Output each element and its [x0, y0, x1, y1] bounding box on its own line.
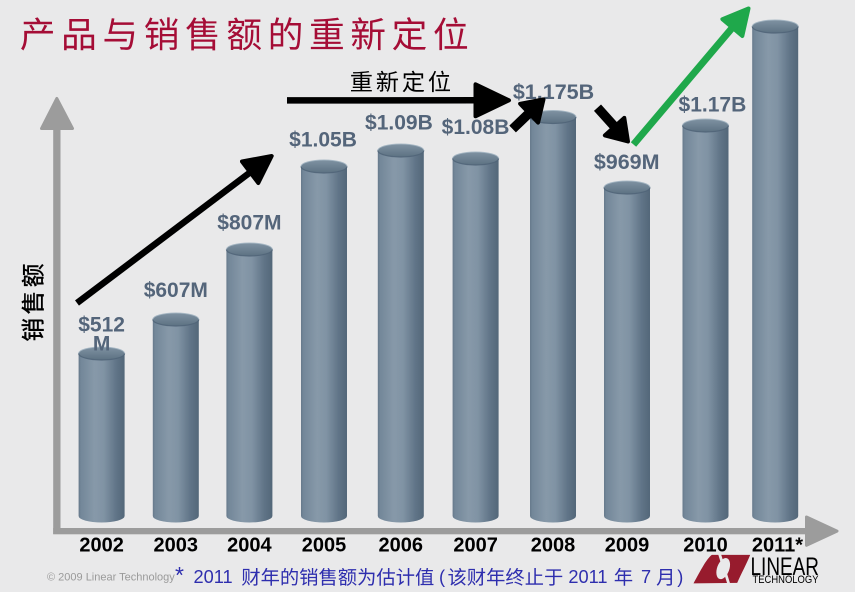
- svg-text:$1.175B: $1.175B: [513, 80, 594, 104]
- svg-text:7: 7: [641, 567, 651, 587]
- svg-text:$1.09B: $1.09B: [365, 112, 433, 135]
- svg-text:2010: 2010: [683, 535, 728, 557]
- svg-text:2011*: 2011*: [752, 535, 803, 557]
- svg-text:LINEAR: LINEAR: [751, 553, 820, 581]
- svg-text:$1.17B: $1.17B: [679, 94, 747, 117]
- svg-text:$512: $512: [78, 314, 125, 337]
- svg-text:*: *: [175, 562, 184, 588]
- svg-text:$1.05B: $1.05B: [289, 129, 357, 152]
- svg-text:2004: 2004: [227, 535, 272, 557]
- svg-text:(: (: [439, 567, 445, 587]
- svg-text:2005: 2005: [302, 535, 347, 557]
- svg-text:M: M: [93, 333, 111, 356]
- svg-text:2011: 2011: [568, 567, 607, 587]
- svg-text:): ): [677, 567, 683, 587]
- svg-text:$807M: $807M: [217, 212, 281, 235]
- svg-text:© 2009 Linear Technology: © 2009 Linear Technology: [47, 572, 175, 584]
- svg-text:2008: 2008: [531, 535, 576, 557]
- svg-text:2002: 2002: [79, 535, 124, 557]
- svg-text:$1.08B: $1.08B: [442, 116, 510, 139]
- svg-text:2006: 2006: [379, 535, 424, 557]
- svg-text:TECHNOLOGY: TECHNOLOGY: [753, 574, 820, 586]
- svg-text:2011: 2011: [194, 567, 233, 587]
- svg-text:$607M: $607M: [144, 279, 208, 302]
- svg-text:$969M: $969M: [594, 150, 660, 174]
- svg-text:2009: 2009: [605, 535, 650, 557]
- svg-text:2003: 2003: [154, 535, 199, 557]
- svg-text:2007: 2007: [453, 535, 498, 557]
